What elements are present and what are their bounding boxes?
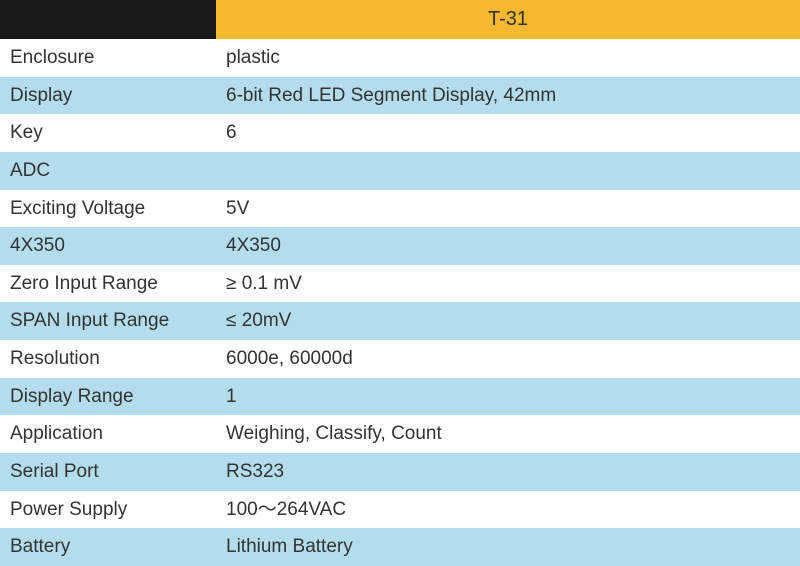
table-row: Resolution 6000e, 60000d	[0, 340, 800, 378]
table-row: Application Weighing, Classify, Count	[0, 415, 800, 453]
spec-value: 6000e, 60000d	[216, 340, 800, 378]
table-row: ADC	[0, 152, 800, 190]
spec-label: Battery	[0, 528, 216, 566]
spec-label: SPAN Input Range	[0, 302, 216, 340]
header-row: T-31	[0, 0, 800, 39]
spec-table: T-31 Enclosure plastic Display 6-bit Red…	[0, 0, 800, 566]
spec-label: Application	[0, 415, 216, 453]
header-model: T-31	[216, 0, 800, 39]
table-row: Key 6	[0, 114, 800, 152]
table-row: Battery Lithium Battery	[0, 528, 800, 566]
table-row: SPAN Input Range ≤ 20mV	[0, 302, 800, 340]
spec-value: 6	[216, 114, 800, 152]
table-row: Exciting Voltage 5V	[0, 190, 800, 228]
table-row: Power Supply 100～264VAC	[0, 491, 800, 529]
spec-label: Exciting Voltage	[0, 190, 216, 228]
spec-label: Serial Port	[0, 453, 216, 491]
table-row: Enclosure plastic	[0, 39, 800, 77]
spec-value: Lithium Battery	[216, 528, 800, 566]
spec-label: Display	[0, 77, 216, 115]
spec-value: 4X350	[216, 227, 800, 265]
header-corner	[0, 0, 216, 39]
table-row: Display 6-bit Red LED Segment Display, 4…	[0, 77, 800, 115]
spec-value: ≤ 20mV	[216, 302, 800, 340]
spec-label: Resolution	[0, 340, 216, 378]
table-row: 4X350 4X350	[0, 227, 800, 265]
spec-value	[216, 152, 800, 190]
spec-value: ≥ 0.1 mV	[216, 265, 800, 303]
spec-value: 5V	[216, 190, 800, 228]
spec-label: Power Supply	[0, 491, 216, 529]
spec-value: 100～264VAC	[216, 491, 800, 529]
spec-label: Enclosure	[0, 39, 216, 77]
spec-label: Key	[0, 114, 216, 152]
table-row: Display Range 1	[0, 378, 800, 416]
spec-label: 4X350	[0, 227, 216, 265]
spec-value: 6-bit Red LED Segment Display, 42mm	[216, 77, 800, 115]
spec-label: Display Range	[0, 378, 216, 416]
spec-label: ADC	[0, 152, 216, 190]
table-row: Zero Input Range ≥ 0.1 mV	[0, 265, 800, 303]
spec-value: Weighing, Classify, Count	[216, 415, 800, 453]
table-row: Serial Port RS323	[0, 453, 800, 491]
spec-value: RS323	[216, 453, 800, 491]
spec-label: Zero Input Range	[0, 265, 216, 303]
spec-table-body: Enclosure plastic Display 6-bit Red LED …	[0, 39, 800, 566]
spec-value: plastic	[216, 39, 800, 77]
spec-value: 1	[216, 378, 800, 416]
